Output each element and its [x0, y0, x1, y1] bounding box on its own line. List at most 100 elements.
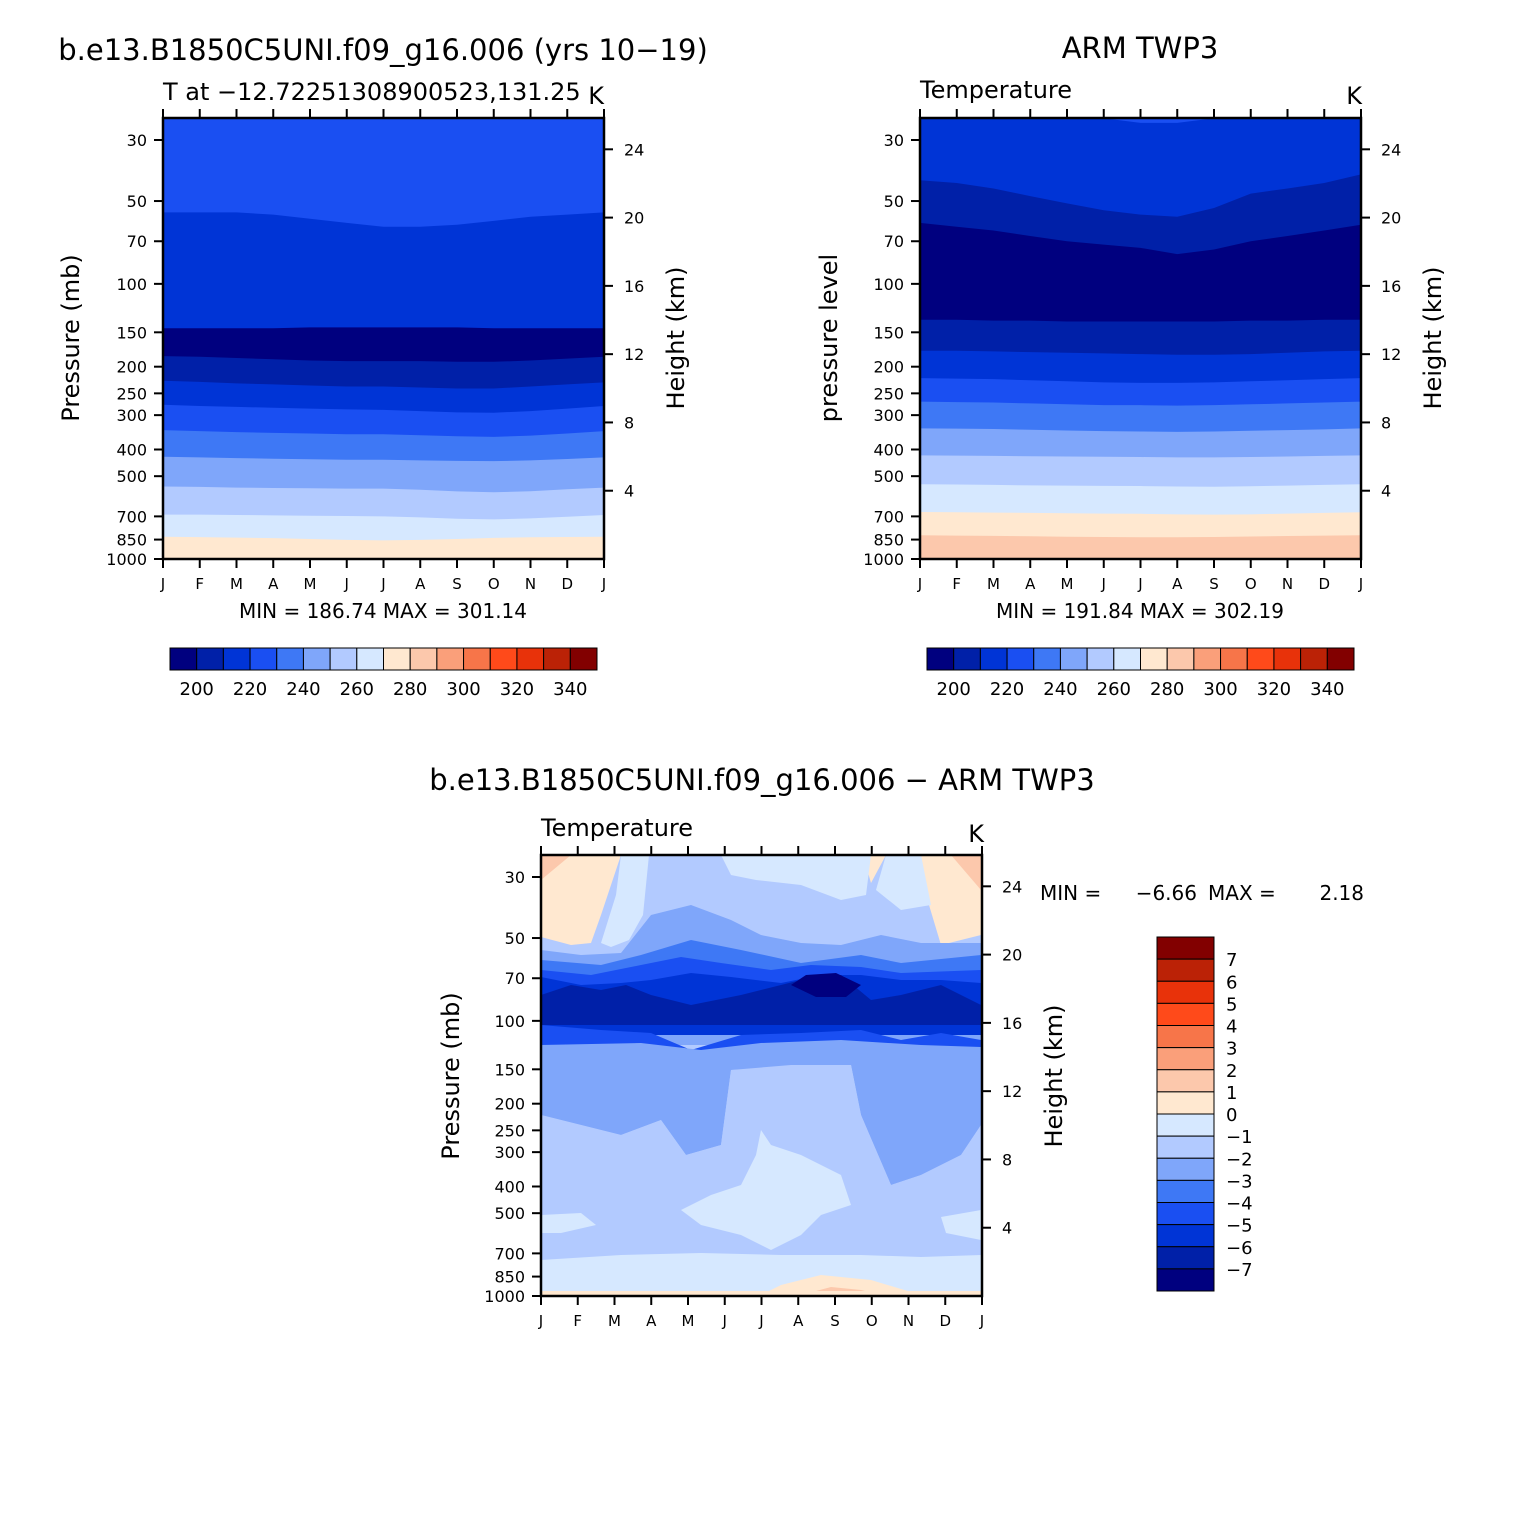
colorbar-box	[436, 647, 465, 671]
y2-tick-label: 12	[1002, 1082, 1022, 1101]
colorbar-box	[516, 647, 545, 671]
y-tick-label: 700	[116, 507, 147, 526]
colorbar-label: 340	[553, 679, 587, 700]
y2-tick-label: 24	[1381, 140, 1401, 159]
x-tick-label: N	[525, 575, 536, 593]
contour-band	[541, 1253, 981, 1295]
panel-model-left-title: T at −12.72251308900523,131.25	[162, 78, 581, 106]
colorbar-box	[1156, 1047, 1215, 1071]
colorbar-label: 5	[1226, 994, 1237, 1015]
panel-obs-colorbar: 200 220 240 260 280 300 320 340	[926, 647, 1355, 700]
colorbar-label: 300	[446, 679, 480, 700]
colorbar-label: 280	[393, 679, 427, 700]
colorbar-box	[1156, 1091, 1215, 1115]
x-tick-label: F	[952, 575, 961, 593]
panel-diff-y2label: Height (km)	[1040, 1005, 1068, 1148]
contour-band	[541, 855, 621, 945]
y2-tick-label: 8	[624, 413, 634, 432]
x-tick-label: N	[903, 1312, 914, 1330]
y2-tick-label: 16	[1002, 1014, 1022, 1033]
colorbar-box	[1246, 647, 1275, 671]
y-tick-label: 500	[116, 467, 147, 486]
y-tick-label: 30	[505, 868, 525, 887]
y-tick-label: 50	[505, 929, 525, 948]
colorbar-box	[302, 647, 331, 671]
panel-diff-stats-max-label: MAX =	[1208, 881, 1276, 905]
x-tick-label: A	[646, 1312, 657, 1330]
y-tick-label: 300	[494, 1143, 525, 1162]
panel-diff-left-title: Temperature	[540, 814, 693, 842]
contour-fill-group	[920, 118, 1361, 559]
y-tick-label: 300	[116, 406, 147, 425]
y-tick-label: 500	[494, 1204, 525, 1223]
x-tick-label: M	[682, 1312, 695, 1330]
panel-diff-ylabel: Pressure (mb)	[437, 992, 465, 1159]
colorbar-box	[926, 647, 955, 671]
panel-diff: b.e13.B1850C5UNI.f09_g16.006 − ARM TWP3 …	[429, 763, 1364, 1330]
contour-band	[601, 855, 649, 947]
y-tick-label: 700	[494, 1244, 525, 1263]
y2-tick-label: 16	[624, 277, 644, 296]
contour-band	[920, 535, 1361, 559]
x-tick-label: O	[488, 575, 500, 593]
y-tick-label: 70	[884, 232, 904, 251]
colorbar-box	[1220, 647, 1248, 671]
panel-obs-y2label: Height (km)	[1419, 267, 1447, 410]
colorbar-box	[169, 647, 198, 671]
y2-tick-label: 20	[1381, 209, 1401, 228]
contour-band	[941, 1210, 981, 1240]
x-tick-label: J	[758, 1312, 763, 1330]
y2-tick-label: 4	[624, 482, 634, 501]
colorbar-box	[1156, 980, 1215, 1004]
y-tick-label: 50	[127, 192, 147, 211]
colorbar-box	[1156, 1179, 1215, 1203]
colorbar-label: 0	[1226, 1105, 1237, 1126]
x-tick-label: D	[561, 575, 573, 593]
x-tick-label: J	[380, 575, 385, 593]
contour-band	[876, 855, 931, 910]
colorbar-box	[1156, 958, 1215, 982]
contour-band	[541, 1291, 981, 1295]
x-tick-label: O	[866, 1312, 878, 1330]
y-tick-label: 50	[884, 192, 904, 211]
contour-band	[951, 855, 981, 890]
y2-tick-label: 20	[624, 209, 644, 228]
y-tick-label: 150	[116, 323, 147, 342]
y2-tick-label: 4	[1002, 1219, 1012, 1238]
contour-band	[163, 536, 604, 559]
colorbar-box	[1156, 1025, 1215, 1049]
x-tick-label: F	[195, 575, 204, 593]
y-tick-label: 70	[505, 969, 525, 988]
contour-band	[921, 855, 981, 945]
colorbar-label: −1	[1226, 1127, 1253, 1148]
colorbar-label: 300	[1203, 679, 1237, 700]
y-tick-label: 200	[494, 1095, 525, 1114]
x-tick-label: A	[1025, 575, 1036, 593]
y2-tick-label: 20	[1002, 946, 1022, 965]
y-tick-label: 150	[494, 1060, 525, 1079]
colorbar-box	[1166, 647, 1195, 671]
panel-diff-right-title: K	[968, 820, 985, 848]
panel-model-main-title: b.e13.B1850C5UNI.f09_g16.006 (yrs 10−19)	[58, 33, 708, 67]
colorbar-box	[1033, 647, 1061, 671]
y-tick-label: 400	[494, 1178, 525, 1197]
colorbar-box	[463, 647, 491, 671]
colorbar-box	[1086, 647, 1115, 671]
x-tick-label: J	[979, 1312, 984, 1330]
colorbar-box	[1156, 1246, 1215, 1270]
colorbar-label: −4	[1226, 1194, 1253, 1215]
y2-tick-label: 16	[1381, 277, 1401, 296]
panel-model-colorbar: 200 220 240 260 280 300 320 340	[169, 647, 598, 700]
colorbar-box	[249, 647, 278, 671]
x-tick-label: M	[1061, 575, 1074, 593]
x-tick-label: J	[722, 1312, 727, 1330]
y2-tick-label: 12	[624, 345, 644, 364]
colorbar-label: 260	[1097, 679, 1131, 700]
y2-tick-label: 8	[1002, 1150, 1012, 1169]
panel-obs-right-title: K	[1346, 82, 1363, 110]
y-tick-label: 850	[494, 1268, 525, 1287]
y-tick-label: 400	[873, 441, 904, 460]
y-tick-label: 100	[494, 1012, 525, 1031]
